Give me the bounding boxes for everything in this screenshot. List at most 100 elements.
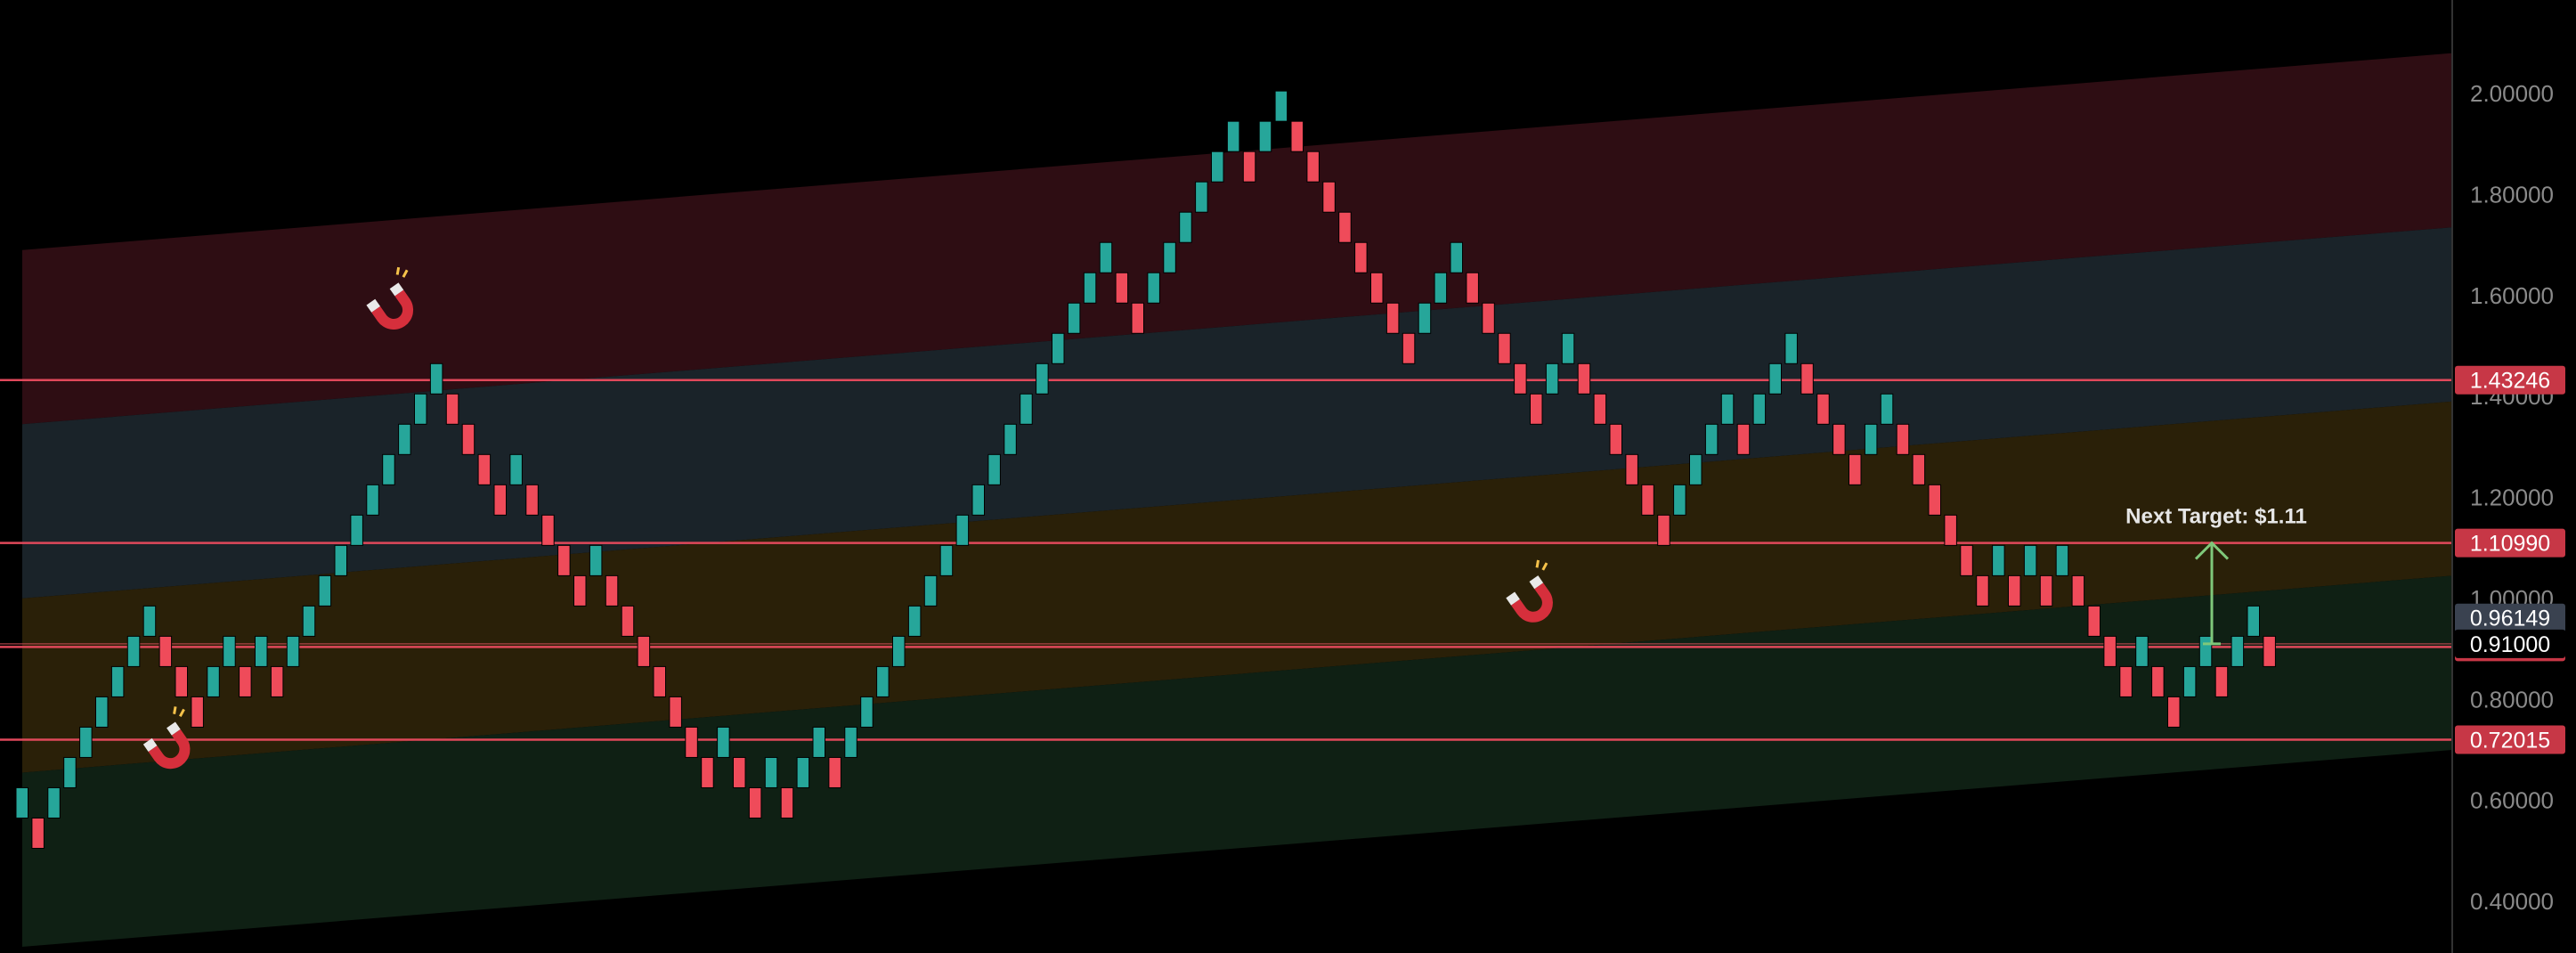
brick-down — [780, 786, 794, 819]
brick-down — [637, 635, 651, 667]
brick-down — [669, 696, 682, 728]
price-tag-bg — [2455, 629, 2565, 658]
target-label: Next Target: $1.11 — [2125, 505, 2307, 529]
price-tags: 1.432461.109900.903820.720150.961490.910… — [2455, 365, 2565, 754]
brick-down — [685, 726, 698, 758]
price-axis[interactable]: 0.400000.600000.800001.000001.200001.400… — [2451, 0, 2554, 953]
brick-up — [860, 696, 874, 728]
brick-up — [1147, 272, 1160, 304]
channel-band — [22, 53, 2452, 425]
brick-up — [366, 484, 379, 516]
brick-down — [1514, 362, 1527, 395]
axis-tick-label: 0.80000 — [2470, 686, 2554, 713]
magnet-icons — [142, 266, 1553, 770]
brick-down — [541, 514, 555, 546]
brick-down — [1306, 151, 1320, 183]
level-tag-bg — [2455, 725, 2565, 754]
brick-down — [31, 817, 45, 849]
brick-up — [764, 756, 778, 788]
brick-down — [1928, 484, 1941, 516]
brick-up — [1195, 181, 1208, 213]
axis-tick-label: 0.60000 — [2470, 787, 2554, 814]
brick-down — [1849, 453, 1862, 485]
brick-down — [1832, 423, 1846, 455]
brick-up — [1752, 393, 1767, 425]
magnet-tip-right — [167, 721, 181, 736]
brick-up — [971, 484, 985, 516]
brick-up — [1083, 272, 1097, 304]
brick-up — [126, 635, 141, 667]
brick-down — [1482, 302, 1495, 334]
level-tag-bg — [2455, 365, 2565, 395]
brick-down — [557, 544, 571, 576]
brick-down — [1944, 514, 1957, 546]
brick-up — [1274, 90, 1288, 122]
brick-up — [1673, 484, 1686, 516]
brick-down — [1354, 241, 1368, 273]
brick-down — [1402, 332, 1416, 364]
brick-down — [1530, 393, 1543, 425]
level-tag-label: 1.43246 — [2470, 369, 2550, 394]
brick-down — [1609, 423, 1622, 455]
brick-up — [1689, 453, 1702, 485]
brick-up — [1561, 332, 1575, 364]
brick-up — [398, 423, 411, 455]
brick-up — [1226, 120, 1240, 152]
brick-up — [1545, 362, 1559, 395]
magnet-tip-right — [1529, 575, 1544, 590]
target-annotation: Next Target: $1.11 — [2125, 505, 2307, 646]
renko-bricks — [15, 90, 2276, 849]
brick-up — [2231, 635, 2245, 667]
brick-down — [1912, 453, 1926, 485]
brick-down — [828, 756, 841, 788]
brick-down — [573, 574, 587, 607]
brick-down — [2214, 665, 2229, 697]
brick-up — [255, 635, 268, 667]
brick-up — [2182, 665, 2197, 697]
brick-down — [270, 665, 284, 697]
brick-down — [1641, 484, 1654, 516]
magnet-tip-left — [1506, 591, 1520, 606]
brick-up — [286, 635, 300, 667]
brick-up — [47, 786, 61, 819]
price-tag-bg — [2455, 603, 2565, 632]
axis-tick-label: 1.20000 — [2470, 485, 2554, 511]
brick-up — [1720, 393, 1735, 425]
brick-up — [1784, 332, 1798, 364]
magnet-icon — [366, 266, 414, 330]
brick-up — [15, 786, 28, 819]
magnet-body — [371, 289, 414, 330]
brick-down — [525, 484, 539, 516]
brick-up — [1418, 302, 1432, 334]
magnet-spark — [395, 266, 409, 278]
brick-down — [461, 423, 475, 455]
brick-up — [1704, 423, 1719, 455]
brick-down — [2103, 635, 2117, 667]
brick-down — [1466, 272, 1479, 304]
brick-down — [1593, 393, 1607, 425]
brick-up — [1258, 120, 1272, 152]
brick-down — [2008, 574, 2021, 607]
brick-down — [191, 696, 204, 728]
brick-up — [142, 605, 157, 637]
brick-down — [239, 665, 252, 697]
brick-up — [509, 453, 523, 485]
axis-tick-label: 1.80000 — [2470, 181, 2554, 208]
channel-band — [22, 575, 2452, 948]
brick-down — [1657, 514, 1670, 546]
brick-down — [2263, 635, 2276, 667]
axis-tick-label: 2.00000 — [2470, 80, 2554, 107]
magnet-spark — [1535, 559, 1548, 571]
brick-up — [63, 756, 77, 788]
brick-up — [1067, 302, 1081, 334]
brick-up — [1450, 241, 1463, 273]
brick-up — [429, 362, 443, 395]
magnet-icon — [1506, 559, 1553, 623]
brick-down — [2087, 605, 2101, 637]
brick-up — [207, 665, 220, 697]
level-tag-label: 1.10990 — [2470, 532, 2550, 557]
brick-down — [158, 635, 173, 667]
brick-up — [939, 544, 954, 576]
